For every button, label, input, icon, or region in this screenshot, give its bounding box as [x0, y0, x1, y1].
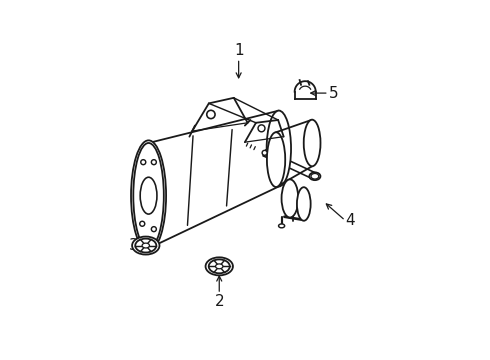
Ellipse shape — [132, 237, 159, 255]
Ellipse shape — [282, 179, 298, 217]
Ellipse shape — [142, 243, 149, 248]
Ellipse shape — [135, 239, 156, 252]
Text: 4: 4 — [345, 213, 355, 228]
Ellipse shape — [140, 177, 157, 214]
Ellipse shape — [207, 110, 215, 119]
Ellipse shape — [309, 172, 320, 180]
Text: 3: 3 — [129, 238, 139, 253]
Ellipse shape — [151, 227, 156, 231]
Ellipse shape — [205, 257, 233, 275]
Ellipse shape — [311, 174, 319, 179]
Text: 2: 2 — [215, 294, 224, 309]
Ellipse shape — [209, 260, 230, 273]
Ellipse shape — [279, 224, 285, 228]
Text: 5: 5 — [329, 86, 339, 100]
Ellipse shape — [131, 140, 166, 251]
Ellipse shape — [258, 125, 265, 132]
Ellipse shape — [262, 150, 267, 155]
Ellipse shape — [140, 221, 145, 226]
Ellipse shape — [304, 120, 320, 166]
Text: 1: 1 — [234, 44, 244, 58]
Ellipse shape — [141, 160, 146, 165]
Ellipse shape — [216, 264, 223, 269]
Ellipse shape — [267, 132, 285, 187]
Ellipse shape — [133, 143, 164, 248]
Ellipse shape — [297, 187, 311, 221]
Ellipse shape — [151, 160, 156, 165]
Ellipse shape — [267, 111, 291, 186]
